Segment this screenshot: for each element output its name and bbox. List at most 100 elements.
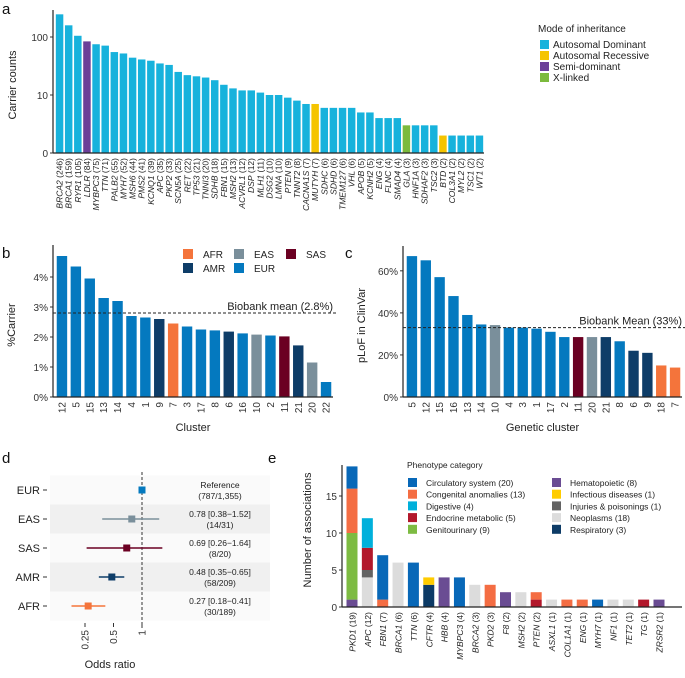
legend-swatch xyxy=(540,73,549,82)
x-tick-label: SDHB (18) xyxy=(210,158,220,199)
gene-name: MSH2 xyxy=(228,175,238,199)
gene-count: (6) xyxy=(409,612,419,625)
gene-count: (2) xyxy=(474,158,484,171)
gene-name: ENG xyxy=(578,624,588,643)
bar-SDHAF2 xyxy=(420,125,429,153)
gene-count: (12) xyxy=(246,158,256,176)
gene-count: (246) xyxy=(55,158,65,180)
legend-label: Injuries & poisonings (1) xyxy=(570,501,661,511)
gene-count: (7) xyxy=(378,612,388,625)
x-tick-label: 9 xyxy=(155,402,166,408)
count-label: (30/189) xyxy=(204,607,236,617)
gene-count: (4) xyxy=(392,158,402,171)
legend-swatch xyxy=(552,501,561,511)
x-tick-label: 21 xyxy=(601,402,612,414)
gene-count: (7) xyxy=(310,158,320,171)
x-tick-label: PTEN (2) xyxy=(532,612,542,648)
gene-name: FBN1 xyxy=(378,624,388,646)
legend-swatch xyxy=(552,524,561,534)
x-tick-label: TTN (71) xyxy=(100,158,110,192)
gene-name: ASXL1 xyxy=(547,624,557,652)
gene-count: (3) xyxy=(486,612,496,625)
bar-cluster-3 xyxy=(517,327,528,397)
bar-segment-CFTR xyxy=(423,577,435,585)
bar-CACNA1S xyxy=(302,103,310,153)
gene-name: TTN xyxy=(409,624,419,641)
bar-TMEM127 xyxy=(338,107,347,153)
x-tick-label: TNNT2 (8) xyxy=(292,158,302,198)
gene-count: (1) xyxy=(578,612,588,625)
y-tick-label: 40% xyxy=(378,309,398,320)
bar-RYR1 xyxy=(74,35,82,153)
gene-name: NF1 xyxy=(608,624,618,640)
x-tick-label: TG (1) xyxy=(639,612,649,637)
bar-RET xyxy=(183,75,192,153)
legend-swatch xyxy=(408,513,417,523)
legend-label: EAS xyxy=(254,250,274,261)
x-tick-label: MYH7 (52) xyxy=(118,158,128,199)
gene-name: CACNA1S xyxy=(301,170,311,210)
gene-name: MUTYH xyxy=(310,170,320,201)
x-tick-label: 5 xyxy=(71,402,82,408)
x-tick-label: APC (35) xyxy=(155,158,165,194)
gene-count: (1) xyxy=(639,612,649,625)
bar-SMAD4 xyxy=(393,118,402,153)
bar-cluster-8 xyxy=(614,341,625,397)
panel-c xyxy=(400,246,685,398)
x-tick-label: NF1 (1) xyxy=(608,612,618,641)
gene-count: (6) xyxy=(328,158,338,171)
legend-swatch xyxy=(408,501,417,511)
bar-segment-FBN1 xyxy=(377,555,389,600)
x-tick-label: 0.5 xyxy=(109,630,120,644)
row-band xyxy=(50,475,270,505)
gene-name: BTD xyxy=(438,171,448,188)
gene-count: (6) xyxy=(319,158,329,171)
count-label: (8/20) xyxy=(209,549,231,559)
x-tick-label: HNF1A (3) xyxy=(411,158,421,199)
bar-segment-PTEN xyxy=(530,592,542,600)
row-band xyxy=(50,504,270,534)
gene-count: (41) xyxy=(137,158,147,176)
bar-cluster-20 xyxy=(586,337,598,397)
x-tick-label: COL1A1 (1) xyxy=(562,612,572,658)
x-tick-label: 14 xyxy=(113,402,124,414)
bar-SDHD xyxy=(329,107,338,153)
bar-cluster-5 xyxy=(406,256,418,397)
x-tick-label: KCNQ1 (39) xyxy=(146,158,156,205)
gene-count: (18) xyxy=(210,158,220,176)
bar-cluster-6 xyxy=(223,331,234,397)
gene-name: PTEN xyxy=(283,170,293,194)
bar-segment-PKD1 xyxy=(346,488,358,533)
x-tick-label: TMEM127 (6) xyxy=(338,158,348,210)
x-tick-label: 16 xyxy=(238,402,249,414)
y-tick-label: AMR xyxy=(16,572,41,584)
x-tick-label: 10 xyxy=(491,402,502,414)
or-label: 0.27 [0.18−0.41] xyxy=(189,596,251,606)
gene-name: RYR1 xyxy=(73,180,83,203)
legend-swatch xyxy=(540,51,549,60)
y-tick-label: 3% xyxy=(34,303,49,314)
bar-cluster-16 xyxy=(448,296,459,397)
gene-name: PTEN xyxy=(532,624,542,648)
y-tick-label: 0% xyxy=(384,393,399,404)
x-tick-label: 12 xyxy=(57,402,68,414)
count-label: (14/31) xyxy=(207,520,234,530)
gene-count: (5) xyxy=(365,158,375,171)
bar-cluster-17 xyxy=(545,331,556,397)
gene-count: (12) xyxy=(237,158,247,176)
gene-name: BRCA1 xyxy=(394,624,404,653)
x-tick-label: LDLR (84) xyxy=(82,158,92,197)
gene-count: (75) xyxy=(91,158,101,176)
gene-count: (2) xyxy=(456,158,466,171)
x-tick-label: APC (12) xyxy=(363,612,373,648)
bar-DSP xyxy=(247,90,255,153)
x-tick-label: DSG2 (10) xyxy=(265,158,275,199)
bar-segment-MYBPC3 xyxy=(453,577,465,607)
x-tick-label: 3 xyxy=(183,402,194,408)
gene-count: (10) xyxy=(265,158,275,176)
bar-VHL xyxy=(347,107,356,153)
gene-name: PMS2 xyxy=(137,175,147,198)
bar-cluster-11 xyxy=(572,337,584,397)
x-tick-label: 14 xyxy=(477,402,488,414)
gene-count: (4) xyxy=(374,158,384,171)
